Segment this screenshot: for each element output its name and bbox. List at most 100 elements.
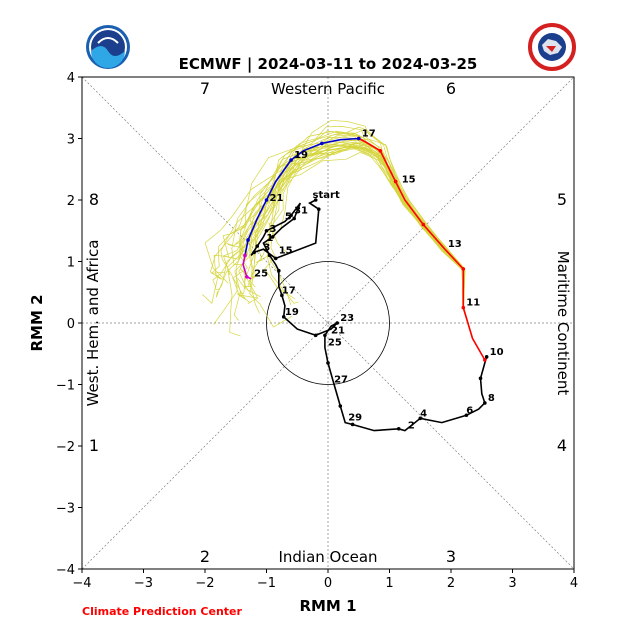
day-label: 6	[466, 405, 473, 416]
series-point	[338, 404, 343, 408]
y-tick-label: 0	[67, 317, 75, 332]
day-label: 19	[285, 307, 299, 318]
x-tick-label: 4	[570, 576, 578, 591]
series-point	[255, 244, 260, 248]
series-point	[350, 422, 355, 427]
unit-circle	[266, 261, 390, 385]
y-tick-label: 4	[67, 71, 75, 86]
y-tick-label: 1	[67, 256, 75, 271]
series-point	[281, 315, 286, 319]
series-point	[289, 158, 293, 162]
region-label-bottom: Indian Ocean	[278, 548, 377, 566]
day-label: 8	[488, 393, 495, 404]
x-axis-label: RMM 1	[299, 597, 356, 615]
noaa-logo	[86, 25, 130, 69]
series-point	[292, 216, 296, 221]
y-tick-label: 2	[67, 194, 75, 209]
phase-number-5: 5	[557, 190, 567, 209]
ensemble-member-line	[239, 141, 486, 361]
day-label: 25	[254, 269, 268, 280]
region-label-top: Western Pacific	[271, 80, 385, 98]
day-label: 2	[408, 421, 415, 432]
series-line	[244, 137, 359, 256]
series-point	[264, 198, 269, 202]
day-label: 25	[328, 338, 342, 349]
phase-number-4: 4	[557, 436, 567, 455]
day-label: 15	[402, 175, 416, 186]
series-point	[461, 267, 466, 271]
x-tick-label: 2	[447, 576, 455, 591]
x-tick-label: 3	[508, 576, 516, 591]
day-label: 27	[334, 375, 348, 386]
x-tick-label: 0	[324, 576, 332, 591]
phase-number-1: 1	[89, 436, 99, 455]
day-label: 5	[285, 212, 292, 223]
y-tick-label: 3	[67, 133, 75, 148]
series-point	[483, 401, 487, 405]
day-label: 15	[279, 245, 293, 256]
nws-logo	[528, 23, 576, 71]
series-point	[396, 426, 401, 431]
phase-number-2: 2	[200, 547, 210, 566]
day-label: 23	[340, 313, 354, 324]
series-point	[267, 253, 272, 258]
series-point	[280, 293, 284, 298]
series-point	[313, 333, 318, 338]
series-point	[320, 141, 324, 146]
y-tick-label: −2	[56, 440, 75, 455]
y-tick-label: −4	[56, 563, 75, 578]
series-point	[270, 235, 275, 239]
phase-number-8: 8	[89, 190, 99, 209]
series-point	[273, 256, 278, 261]
series-point	[289, 213, 293, 218]
day-label: 21	[270, 193, 284, 204]
series-point	[246, 238, 250, 242]
series-point	[313, 198, 318, 202]
series-point	[478, 376, 483, 381]
x-tick-label: −3	[134, 576, 153, 591]
credit-label: Climate Prediction Center	[82, 605, 242, 618]
day-label: 21	[331, 325, 345, 336]
series-point	[421, 222, 426, 227]
series-point	[326, 361, 330, 365]
day-label: 3	[270, 224, 277, 235]
day-label: 17	[282, 285, 296, 296]
y-axis-label: RMM 2	[28, 294, 46, 351]
phase-number-7: 7	[200, 79, 210, 98]
series-point	[393, 179, 398, 184]
series-point	[378, 149, 383, 153]
series-point	[245, 275, 249, 279]
phase-number-6: 6	[446, 79, 456, 98]
series-point	[418, 416, 423, 421]
phase-divider-lines	[81, 76, 575, 570]
series-point	[484, 355, 489, 359]
day-label: 4	[420, 408, 427, 419]
x-tick-label: −2	[195, 576, 214, 591]
series-point	[277, 268, 281, 273]
day-label: 10	[490, 347, 504, 358]
phase-number-3: 3	[446, 547, 456, 566]
series-point	[335, 321, 340, 325]
day-label: 1	[266, 233, 273, 244]
series-forecast_early: 11 13 15 17	[356, 129, 487, 362]
day-label: 31	[294, 205, 308, 216]
region-label-left: West. Hem. and Africa	[84, 240, 102, 407]
series-point	[483, 358, 487, 362]
day-label: 3	[263, 242, 270, 253]
x-tick-label: −4	[72, 576, 91, 591]
day-label: 13	[448, 239, 462, 250]
series-point	[264, 228, 269, 233]
day-label: 19	[294, 150, 308, 161]
series-point	[316, 207, 321, 212]
series-line	[242, 255, 252, 280]
day-label: 17	[362, 129, 376, 140]
series-point	[243, 253, 247, 258]
series-point	[323, 333, 327, 338]
region-label-right: Maritime Continent	[554, 251, 572, 396]
series-point	[461, 305, 466, 310]
